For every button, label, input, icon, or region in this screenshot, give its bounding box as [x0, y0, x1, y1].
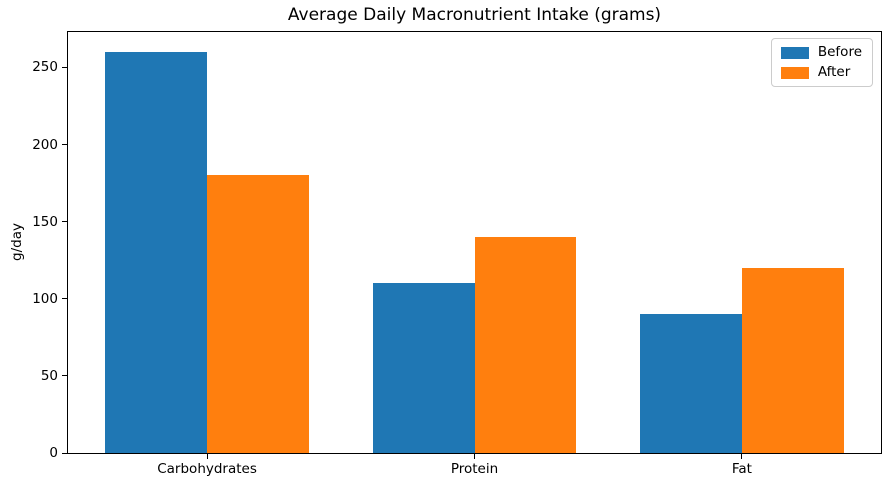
y-tick-mark: [62, 144, 67, 146]
y-tick-mark: [62, 298, 67, 300]
bar-before-carbohydrates: [105, 52, 208, 453]
y-tick-label: 250: [32, 59, 58, 76]
legend-item: After: [780, 64, 862, 81]
y-tick-label: 100: [32, 290, 58, 307]
y-tick-label: 0: [49, 445, 58, 461]
x-tick-label: Protein: [450, 461, 499, 477]
y-axis-label: g/day: [9, 223, 25, 261]
y-tick-mark: [62, 452, 67, 454]
legend: Before After: [770, 38, 873, 87]
y-tick-label: 200: [32, 136, 58, 153]
legend-label: After: [817, 64, 851, 80]
x-tick-label: Carbohydrates: [157, 461, 257, 477]
y-tick-mark: [62, 221, 67, 223]
bar-after-carbohydrates: [207, 175, 309, 453]
x-tick-label: Fat: [731, 461, 752, 477]
chart-title: Average Daily Macronutrient Intake (gram…: [287, 5, 662, 25]
y-tick-mark: [62, 375, 67, 377]
legend-swatch-after: [780, 66, 809, 79]
bar-before-protein: [372, 283, 475, 453]
bar-after-protein: [474, 237, 577, 453]
legend-label: Before: [817, 44, 862, 60]
y-tick-label: 50: [40, 367, 58, 384]
y-tick-mark: [62, 66, 67, 68]
legend-swatch-before: [780, 46, 809, 59]
bar-before-fat: [640, 314, 742, 453]
x-tick-mark: [741, 454, 743, 459]
x-tick-mark: [474, 454, 475, 459]
y-tick-label: 150: [32, 213, 58, 230]
bar-after-fat: [741, 267, 844, 453]
legend-item: Before: [780, 44, 862, 61]
x-tick-mark: [206, 454, 208, 459]
plot-area: Before After 0 50 100 150 200 250 Carbohydrates…: [32, 31, 882, 477]
